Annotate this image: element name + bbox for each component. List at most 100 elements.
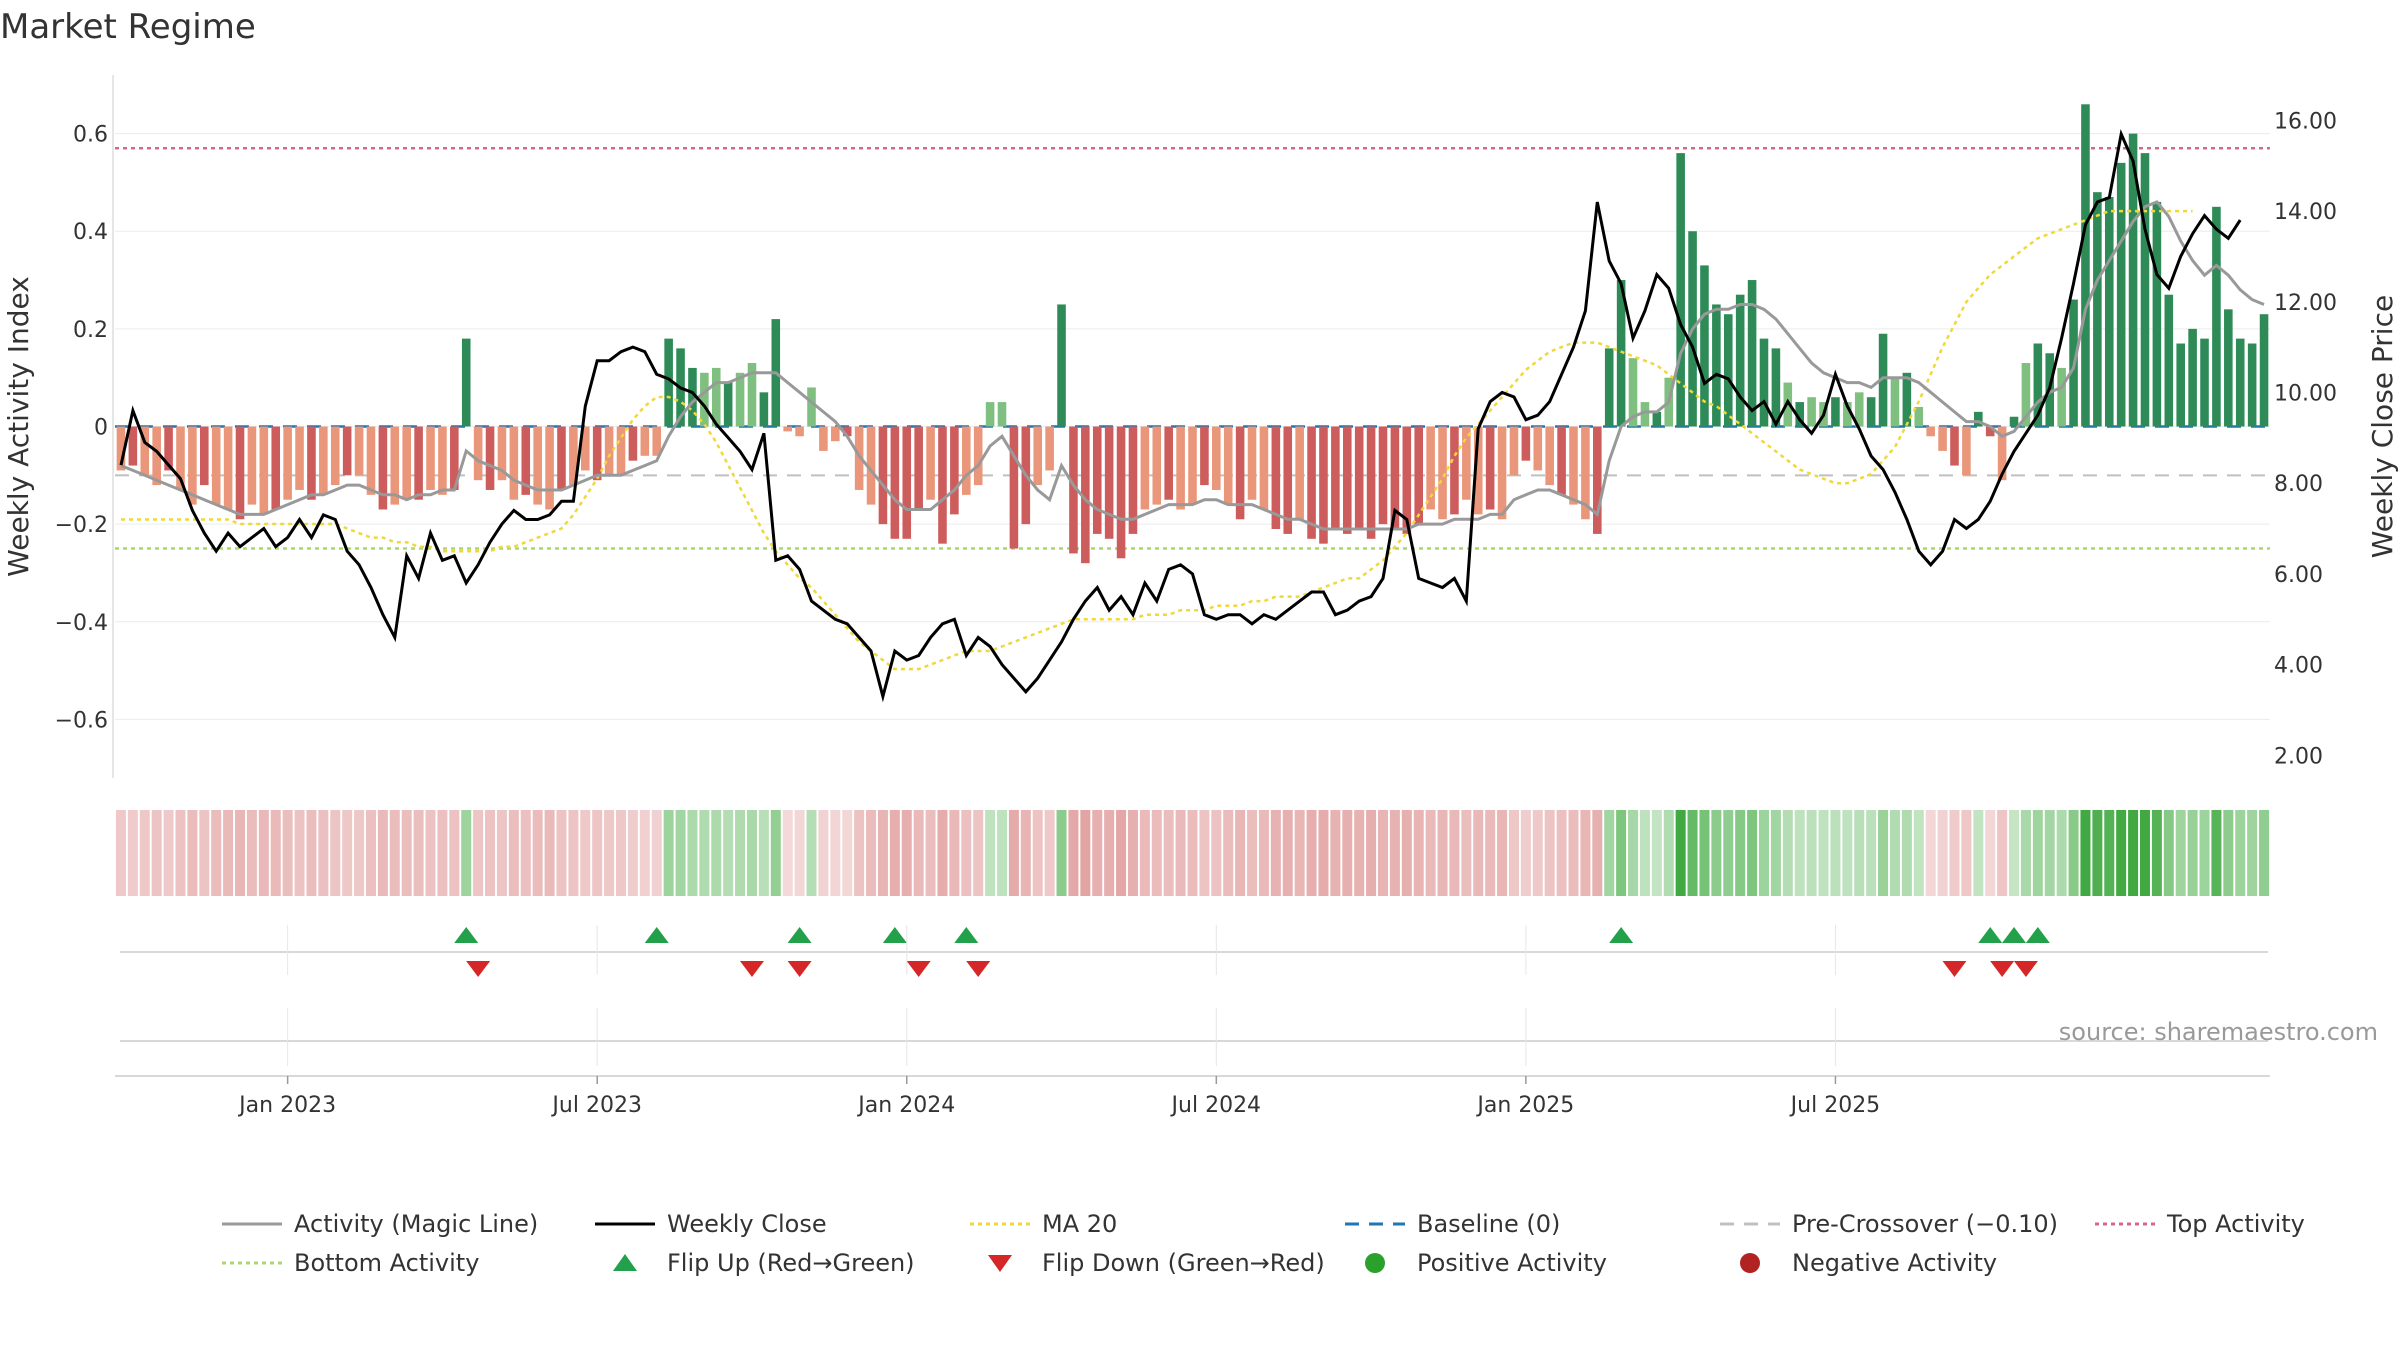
y-left-tick-label: 0.4 <box>73 220 108 245</box>
activity-bar <box>2212 206 2221 427</box>
activity-bar <box>759 392 769 427</box>
activity-bar <box>188 426 197 505</box>
regime-strip-cell <box>1711 810 1722 896</box>
regime-strip-cell <box>520 810 531 896</box>
flip-down-marker <box>906 961 931 977</box>
regime-strip-cell <box>687 810 698 896</box>
regime-strip-cell <box>1985 810 1996 896</box>
activity-bar <box>2224 309 2233 427</box>
activity-bar <box>200 426 209 486</box>
activity-bar <box>1152 426 1162 505</box>
regime-strip-cell <box>1770 810 1781 896</box>
regime-strip-cell <box>842 810 853 896</box>
x-tick-label: Jan 2023 <box>237 1093 336 1118</box>
legend-label: Weekly Close <box>667 1210 827 1238</box>
regime-strip-cell <box>2235 810 2246 896</box>
activity-bar <box>1545 426 1554 486</box>
activity-bar <box>1390 426 1400 530</box>
regime-strip-cell <box>2151 810 2162 896</box>
x-tick-label: Jan 2025 <box>1475 1093 1574 1118</box>
activity-bar <box>1866 397 1876 427</box>
regime-strip-cell <box>270 810 281 896</box>
activity-bar <box>938 426 947 544</box>
activity-bar <box>1057 304 1066 427</box>
activity-bar <box>271 426 281 510</box>
regime-strip-cell <box>1127 810 1138 896</box>
regime-strip-cell <box>2128 810 2139 896</box>
regime-strip-cell <box>1723 810 1734 896</box>
regime-strip-cell <box>711 810 722 896</box>
activity-bar <box>2164 294 2174 427</box>
activity-bar <box>1366 426 1376 539</box>
regime-strip-cell <box>377 810 388 896</box>
activity-bar <box>604 426 614 476</box>
activity-bar <box>1259 426 1269 510</box>
magic-line <box>120 200 2265 531</box>
regime-strip-cell <box>830 810 841 896</box>
activity-bar <box>1319 426 1328 544</box>
activity-bar <box>354 426 364 476</box>
regime-strip-cell <box>1806 810 1817 896</box>
activity-bar <box>1331 426 1340 530</box>
activity-bar <box>1890 377 1900 427</box>
regime-strip-cell <box>1330 810 1341 896</box>
activity-bar <box>1902 372 1912 427</box>
regime-strip-cell <box>2259 810 2270 896</box>
activity-bar <box>1938 426 1947 451</box>
regime-strip-cell <box>2163 810 2174 896</box>
regime-strip-cell <box>1794 810 1805 896</box>
activity-bar <box>866 426 876 505</box>
activity-bar <box>1033 426 1043 486</box>
regime-strip-cell <box>1580 810 1591 896</box>
activity-bar <box>1735 294 1745 427</box>
regime-strip-cell <box>568 810 579 896</box>
activity-bar <box>1092 426 1102 534</box>
y-left-tick-label: 0 <box>94 416 108 441</box>
regime-strip-cell <box>1175 810 1186 896</box>
activity-bar <box>1069 426 1078 554</box>
activity-bar <box>2235 338 2245 427</box>
activity-bar <box>1247 426 1257 500</box>
activity-bar <box>985 402 995 427</box>
regime-strip-cell <box>1663 810 1674 896</box>
regime-strip-cell <box>389 810 400 896</box>
activity-bar <box>640 426 650 456</box>
regime-strip-cell <box>1342 810 1353 896</box>
regime-strip-cell <box>1366 810 1377 896</box>
activity-bar <box>247 426 257 505</box>
regime-strip-cell <box>1092 810 1103 896</box>
activity-bar <box>1985 426 1995 437</box>
activity-bar <box>1200 426 1209 486</box>
activity-bar <box>450 426 459 490</box>
activity-bar <box>283 426 292 500</box>
activity-bar <box>2200 338 2209 427</box>
activity-bar <box>1223 426 1233 505</box>
regime-strip-cell <box>413 810 424 896</box>
activity-bar <box>140 426 150 476</box>
regime-strip-cell <box>1866 810 1877 896</box>
activity-bar <box>1712 304 1721 427</box>
regime-strip-cell <box>1544 810 1555 896</box>
activity-bar <box>2021 363 2031 427</box>
activity-bar <box>1616 280 1626 427</box>
regime-strip-cell <box>901 810 912 896</box>
regime-strip-cell <box>1735 810 1746 896</box>
regime-strip-cell <box>1247 810 1258 896</box>
regime-strip-cell <box>2223 810 2234 896</box>
flip-down-marker <box>966 961 991 977</box>
regime-strip-cell <box>961 810 972 896</box>
regime-strip-cell <box>318 810 329 896</box>
activity-bar <box>164 426 173 471</box>
regime-strip-cell <box>1211 810 1222 896</box>
regime-strip-cell <box>1687 810 1698 896</box>
regime-strip-cell <box>115 810 126 896</box>
activity-bar <box>1378 426 1388 525</box>
legend-label: MA 20 <box>1042 1210 1117 1238</box>
activity-bar <box>1128 426 1138 534</box>
activity-bar <box>1450 426 1459 515</box>
regime-strip-cell <box>211 810 222 896</box>
regime-strip-cell <box>187 810 198 896</box>
activity-bar <box>1188 426 1197 505</box>
activity-bar <box>2247 343 2257 427</box>
